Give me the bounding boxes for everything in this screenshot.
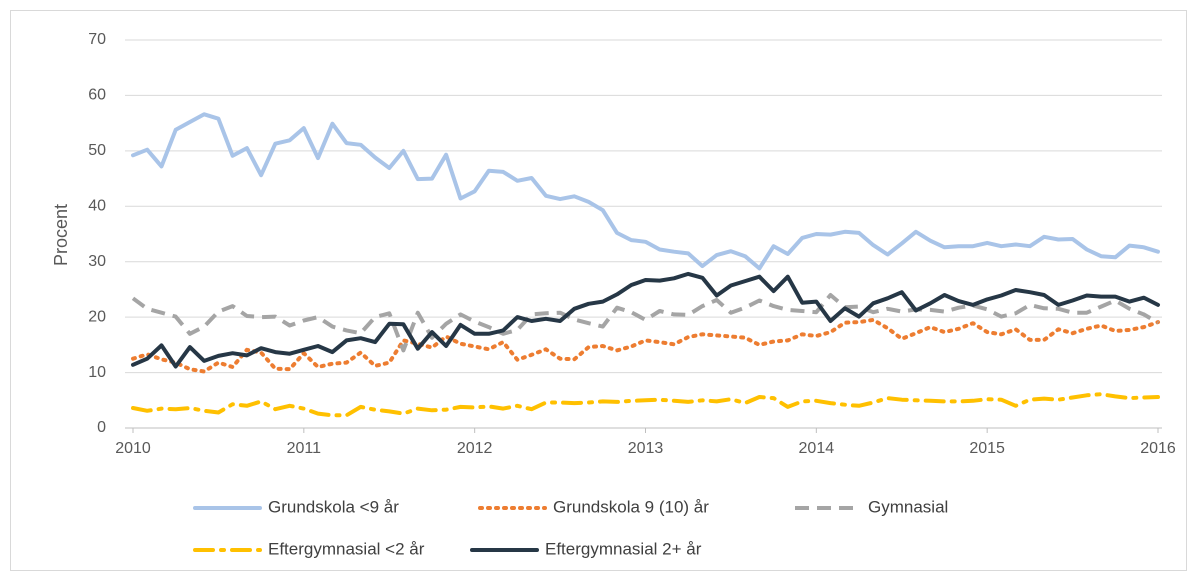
y-tick-label: 20: [88, 308, 106, 325]
y-axis-label: Procent: [51, 204, 71, 266]
legend-label: Eftergymnasial <2 år: [268, 539, 425, 558]
legend-label: Grundskola 9 (10) år: [553, 497, 709, 516]
legend-label: Eftergymnasial 2+ år: [545, 539, 702, 558]
series-line: [131, 112, 1160, 271]
y-tick-label: 70: [88, 31, 106, 48]
x-tick-label: 2013: [628, 440, 664, 457]
series-line: [131, 293, 1160, 353]
y-tick-label: 40: [88, 198, 106, 215]
x-tick-label: 2014: [799, 440, 835, 457]
series-line: [131, 392, 1160, 418]
series-line: [131, 317, 1160, 374]
y-tick-label: 60: [88, 87, 106, 104]
y-tick-label: 30: [88, 253, 106, 270]
x-tick-label: 2012: [457, 440, 493, 457]
x-tick-label: 2015: [969, 440, 1005, 457]
legend-label: Grundskola <9 år: [268, 497, 399, 516]
series-line: [131, 271, 1160, 369]
x-tick-label: 2010: [115, 440, 151, 457]
y-tick-label: 0: [97, 419, 106, 436]
legend-label: Gymnasial: [868, 497, 948, 516]
chart-border: [10, 10, 1187, 571]
y-tick-label: 50: [88, 142, 106, 159]
x-tick-label: 2016: [1140, 440, 1176, 457]
x-tick-label: 2011: [287, 440, 322, 457]
y-tick-label: 10: [88, 364, 106, 381]
